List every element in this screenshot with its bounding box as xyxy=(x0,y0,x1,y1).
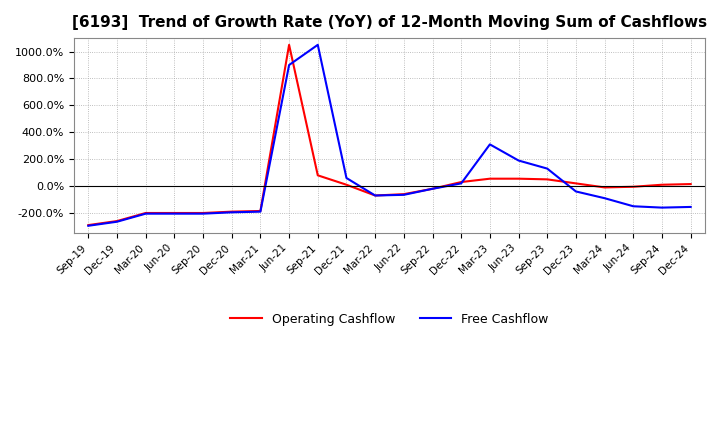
Free Cashflow xyxy=(371,193,379,198)
Free Cashflow xyxy=(199,211,207,216)
Operating Cashflow xyxy=(657,182,666,187)
Operating Cashflow xyxy=(342,182,351,187)
Free Cashflow xyxy=(170,211,179,216)
Free Cashflow xyxy=(572,189,580,194)
Free Cashflow xyxy=(543,166,552,171)
Operating Cashflow xyxy=(256,208,265,213)
Operating Cashflow xyxy=(543,177,552,182)
Operating Cashflow xyxy=(170,210,179,216)
Free Cashflow xyxy=(514,158,523,163)
Legend: Operating Cashflow, Free Cashflow: Operating Cashflow, Free Cashflow xyxy=(225,308,554,331)
Free Cashflow xyxy=(485,142,494,147)
Free Cashflow xyxy=(428,186,437,191)
Free Cashflow xyxy=(256,209,265,214)
Free Cashflow xyxy=(112,219,121,224)
Free Cashflow xyxy=(600,195,609,201)
Operating Cashflow xyxy=(400,191,408,197)
Operating Cashflow xyxy=(228,209,236,214)
Free Cashflow xyxy=(285,62,294,68)
Operating Cashflow xyxy=(485,176,494,181)
Operating Cashflow xyxy=(285,42,294,48)
Free Cashflow xyxy=(141,211,150,216)
Operating Cashflow xyxy=(629,184,638,189)
Operating Cashflow xyxy=(572,181,580,186)
Operating Cashflow xyxy=(371,193,379,198)
Line: Free Cashflow: Free Cashflow xyxy=(89,45,690,226)
Free Cashflow xyxy=(84,223,93,228)
Free Cashflow xyxy=(313,42,322,48)
Free Cashflow xyxy=(686,204,695,209)
Free Cashflow xyxy=(400,192,408,198)
Operating Cashflow xyxy=(600,185,609,190)
Free Cashflow xyxy=(457,181,466,186)
Operating Cashflow xyxy=(686,181,695,187)
Free Cashflow xyxy=(657,205,666,210)
Operating Cashflow xyxy=(199,210,207,216)
Operating Cashflow xyxy=(84,223,93,228)
Operating Cashflow xyxy=(428,186,437,191)
Operating Cashflow xyxy=(141,210,150,216)
Free Cashflow xyxy=(342,176,351,181)
Free Cashflow xyxy=(629,204,638,209)
Operating Cashflow xyxy=(514,176,523,181)
Operating Cashflow xyxy=(112,218,121,224)
Operating Cashflow xyxy=(313,172,322,178)
Title: [6193]  Trend of Growth Rate (YoY) of 12-Month Moving Sum of Cashflows: [6193] Trend of Growth Rate (YoY) of 12-… xyxy=(72,15,707,30)
Operating Cashflow xyxy=(457,180,466,185)
Free Cashflow xyxy=(228,210,236,215)
Line: Operating Cashflow: Operating Cashflow xyxy=(89,45,690,225)
